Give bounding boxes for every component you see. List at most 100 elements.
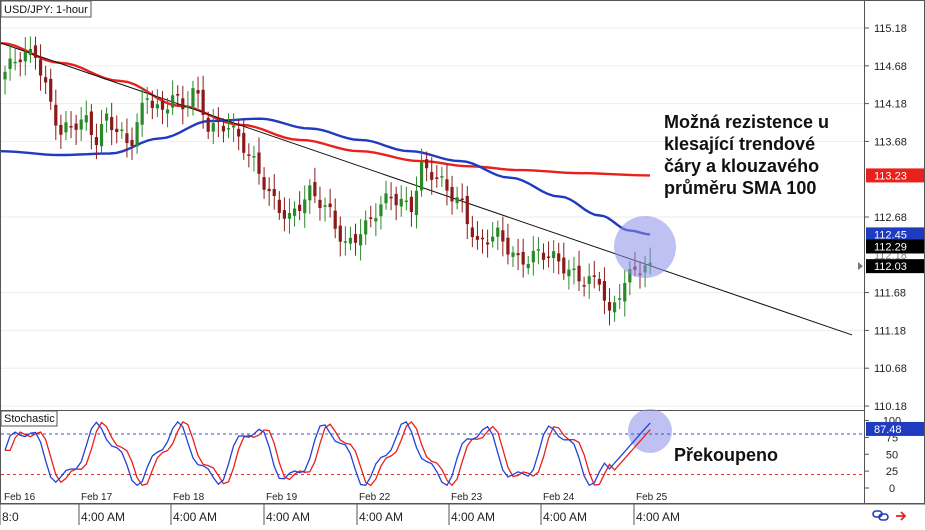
annotation-line-1: Možná rezistence u	[664, 112, 829, 132]
candle-body	[496, 227, 500, 237]
candle-body	[465, 195, 469, 225]
x-time-label: 4:00 AM	[81, 510, 125, 524]
candle-body	[491, 236, 495, 242]
price-tick-label: 115.18	[874, 23, 907, 35]
candle-body	[607, 302, 612, 311]
candle-body	[191, 88, 195, 107]
candle-body	[328, 203, 332, 208]
candle-body	[323, 205, 327, 207]
x-date-label: Feb 19	[266, 492, 298, 503]
candle-body	[425, 159, 429, 169]
candle-body	[582, 285, 586, 287]
candle-body	[282, 210, 286, 219]
candle-body	[130, 139, 134, 146]
candle-body	[49, 78, 53, 102]
candle-body	[13, 61, 17, 64]
candle-body	[353, 234, 358, 243]
candle-body	[115, 128, 119, 133]
candle-body	[155, 104, 159, 109]
candle-body	[84, 115, 88, 123]
candle-body	[28, 48, 32, 56]
price-tag-label: 113.23	[874, 170, 907, 182]
candle-body	[277, 199, 281, 213]
candle-body	[628, 268, 632, 283]
series-stoch-d	[5, 420, 651, 487]
candle-body	[572, 268, 576, 271]
x-time-label: 8:0	[2, 510, 19, 524]
candle-body	[506, 237, 510, 255]
candle-body	[440, 176, 444, 178]
price-tag	[866, 259, 924, 274]
candle-body	[94, 137, 99, 146]
candle-body	[287, 212, 292, 219]
chart-title: USD/JPY: 1-hour	[4, 4, 88, 16]
candle-body	[394, 193, 398, 206]
candle-body	[552, 251, 556, 259]
resistance-highlight	[614, 216, 676, 278]
candle-body	[486, 242, 490, 245]
link-icon[interactable]	[872, 510, 889, 521]
series-stoch-k	[4, 420, 651, 487]
candle-body	[587, 276, 591, 284]
x-time-label: 4:00 AM	[451, 510, 495, 524]
candle-body	[18, 59, 22, 63]
candle-body	[186, 105, 190, 108]
candle-body	[455, 197, 459, 204]
candle-body	[511, 252, 515, 257]
candle-body	[516, 253, 520, 256]
candle-body	[165, 109, 170, 114]
candle-body	[120, 129, 124, 132]
candle-body	[338, 225, 342, 242]
price-tag	[866, 239, 924, 254]
price-tag-label: 112.45	[874, 229, 907, 241]
candle-body	[562, 257, 566, 274]
x-date-label: Feb 24	[543, 492, 575, 503]
candle-body	[216, 120, 220, 123]
candle-body	[414, 190, 419, 216]
x-time-label: 4:00 AM	[359, 510, 403, 524]
candle-body	[59, 124, 63, 135]
x-time-label: 4:00 AM	[636, 510, 680, 524]
candle-body	[257, 152, 261, 174]
candle-body	[176, 94, 180, 96]
candle-body	[110, 117, 114, 131]
arrow-icon[interactable]	[896, 511, 907, 521]
candle-body	[430, 172, 434, 180]
candle-body	[577, 265, 581, 282]
candle-body	[541, 252, 546, 260]
candle-body	[206, 117, 210, 132]
price-tag-label: 112.03	[874, 261, 907, 273]
price-tick-label: 111.18	[874, 325, 906, 337]
candle-body	[348, 237, 353, 244]
price-tick-label: 110.68	[874, 363, 907, 375]
candle-body	[105, 113, 109, 121]
annotation-line-3: čáry a klouzavého	[664, 156, 819, 176]
candle-body	[226, 128, 231, 130]
candle-body	[242, 132, 246, 153]
price-tick-label: 113.68	[874, 136, 907, 148]
candle-body	[359, 234, 363, 246]
price-tag-label: 112.29	[874, 241, 907, 253]
candle-body	[592, 275, 596, 277]
candle-body	[374, 218, 378, 222]
overbought-annotation: Překoupeno	[674, 445, 778, 465]
candle-body	[501, 230, 505, 242]
candle-body	[232, 125, 236, 128]
candle-body	[145, 98, 149, 100]
candle-body	[557, 253, 561, 262]
candle-body	[181, 98, 185, 110]
candle-body	[237, 128, 241, 137]
candle-body	[526, 263, 530, 269]
stoch-tick-label: 50	[886, 449, 898, 461]
candle-body	[567, 269, 571, 277]
stoch-tick-label: 0	[889, 483, 895, 495]
price-tick-label: 111.68	[874, 288, 906, 300]
price-tick-label: 110.18	[874, 401, 907, 413]
x-date-label: Feb 17	[81, 492, 113, 503]
candle-body	[409, 196, 413, 213]
candle-body	[618, 298, 622, 300]
stoch-tick-label: 25	[886, 466, 898, 478]
series-sma-200	[0, 41, 651, 177]
annotation-line-2: klesající trendové	[664, 134, 815, 154]
stoch-value-tag	[866, 421, 924, 436]
